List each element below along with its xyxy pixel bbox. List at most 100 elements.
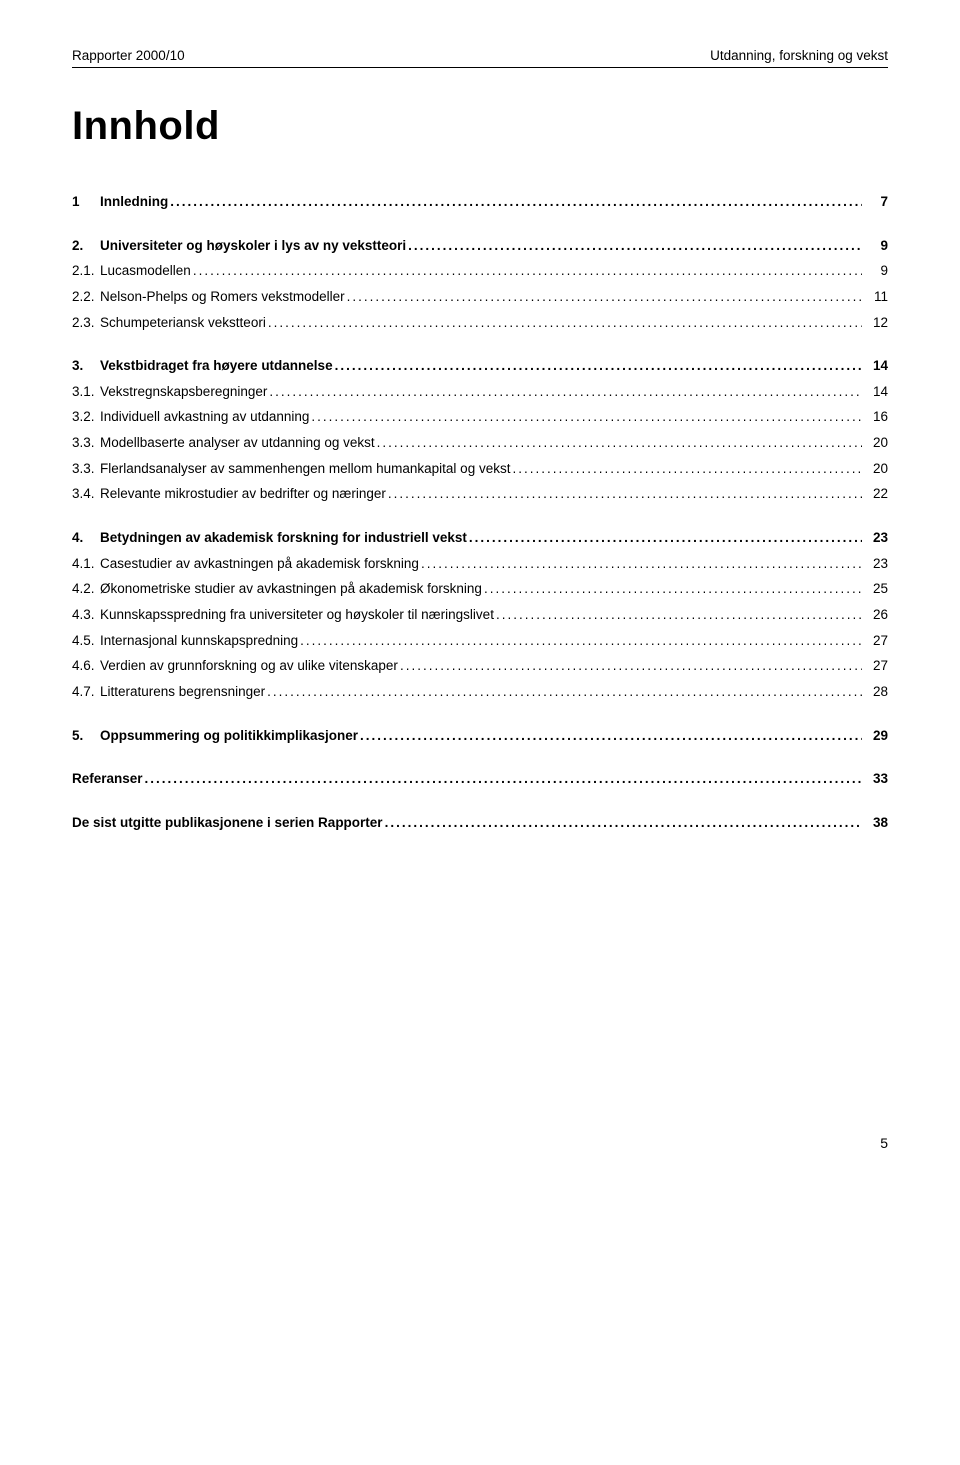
toc-entry-number: 3.3.: [72, 430, 100, 456]
toc-entry: 2.2.Nelson-Phelps og Romers vekstmodelle…: [72, 284, 888, 310]
toc-leader-dots: [377, 430, 862, 456]
toc-leader-dots: [267, 679, 862, 705]
toc-entry-label: Økonometriske studier av avkastningen på…: [100, 576, 482, 602]
toc-entry-page: 16: [864, 404, 888, 430]
toc-leader-dots: [300, 628, 862, 654]
toc-leader-dots: [268, 310, 862, 336]
toc-entry: 5.Oppsummering og politikkimplikasjoner2…: [72, 723, 888, 749]
toc-entry: 4.3.Kunnskapsspredning fra universiteter…: [72, 602, 888, 628]
toc-entry-label: Referanser: [72, 766, 143, 792]
toc-entry: 4.6.Verdien av grunnforskning og av ulik…: [72, 653, 888, 679]
toc-leader-dots: [145, 766, 862, 792]
toc-entry-label: Modellbaserte analyser av utdanning og v…: [100, 430, 375, 456]
page-title: Innhold: [72, 104, 888, 149]
toc-entry-label: Internasjonal kunnskapspredning: [100, 628, 298, 654]
toc-entry-number: 5.: [72, 723, 100, 749]
toc-leader-dots: [421, 551, 862, 577]
toc-leader-dots: [388, 481, 862, 507]
table-of-contents: 1Innledning 7 2.Universiteter og høyskoler…: [72, 189, 888, 835]
toc-entry-page: 27: [864, 628, 888, 654]
page-header: Rapporter 2000/10 Utdanning, forskning o…: [72, 48, 888, 63]
toc-leader-dots: [311, 404, 862, 430]
toc-leader-dots: [469, 525, 862, 551]
toc-entry-page: 14: [864, 379, 888, 405]
toc-entry-label: Casestudier av avkastningen på akademisk…: [100, 551, 419, 577]
toc-entry: 2.1.Lucasmodellen9: [72, 258, 888, 284]
toc-entry-page: 25: [864, 576, 888, 602]
toc-entry-label: Vekstregnskapsberegninger: [100, 379, 267, 405]
toc-entry-number: 4.7.: [72, 679, 100, 705]
toc-entry: 3.3.Flerlandsanalyser av sammenhengen me…: [72, 456, 888, 482]
toc-leader-dots: [335, 353, 862, 379]
toc-entry-page: 11: [864, 284, 888, 310]
toc-leader-dots: [400, 653, 862, 679]
toc-entry-page: 28: [864, 679, 888, 705]
toc-entry: Referanser33: [72, 766, 888, 792]
toc-entry-label: De sist utgitte publikasjonene i serien …: [72, 810, 383, 836]
toc-entry-label: Flerlandsanalyser av sammenhengen mellom…: [100, 456, 510, 482]
toc-entry-label: Betydningen av akademisk forskning for i…: [100, 525, 467, 551]
toc-entry-label: Litteraturens begrensninger: [100, 679, 265, 705]
toc-entry-label: Verdien av grunnforskning og av ulike vi…: [100, 653, 398, 679]
toc-leader-dots: [484, 576, 862, 602]
toc-entry-page: 14: [864, 353, 888, 379]
toc-entry: 2.3.Schumpeteriansk vekstteori 12: [72, 310, 888, 336]
toc-entry-number: 4.3.: [72, 602, 100, 628]
toc-entry-page: 20: [864, 456, 888, 482]
toc-entry: 4.Betydningen av akademisk forskning for…: [72, 525, 888, 551]
toc-entry-label: Individuell avkastning av utdanning: [100, 404, 309, 430]
toc-entry: 4.5.Internasjonal kunnskapspredning 27: [72, 628, 888, 654]
toc-entry-page: 9: [864, 233, 888, 259]
toc-entry-number: 2.3.: [72, 310, 100, 336]
toc-entry-number: 3.2.: [72, 404, 100, 430]
toc-leader-dots: [269, 379, 862, 405]
toc-entry: 3.1.Vekstregnskapsberegninger 14: [72, 379, 888, 405]
toc-entry-number: 4.: [72, 525, 100, 551]
toc-leader-dots: [347, 284, 862, 310]
toc-entry: 2.Universiteter og høyskoler i lys av ny…: [72, 233, 888, 259]
toc-leader-dots: [408, 233, 862, 259]
toc-entry-label: Nelson-Phelps og Romers vekstmodeller: [100, 284, 345, 310]
toc-leader-dots: [170, 189, 862, 215]
toc-leader-dots: [193, 258, 862, 284]
toc-entry: 4.7.Litteraturens begrensninger 28: [72, 679, 888, 705]
toc-entry: 1Innledning 7: [72, 189, 888, 215]
toc-entry-page: 26: [864, 602, 888, 628]
toc-entry-page: 38: [864, 810, 888, 836]
toc-entry: 3.Vekstbidraget fra høyere utdannelse 14: [72, 353, 888, 379]
toc-entry-number: 4.1.: [72, 551, 100, 577]
toc-leader-dots: [512, 456, 862, 482]
toc-entry-number: 3.: [72, 353, 100, 379]
toc-entry: 3.4.Relevante mikrostudier av bedrifter …: [72, 481, 888, 507]
toc-entry-label: Vekstbidraget fra høyere utdannelse: [100, 353, 333, 379]
toc-entry-number: 4.2.: [72, 576, 100, 602]
header-left: Rapporter 2000/10: [72, 48, 185, 63]
toc-leader-dots: [385, 810, 862, 836]
toc-entry-label: Relevante mikrostudier av bedrifter og n…: [100, 481, 386, 507]
toc-entry-number: 4.6.: [72, 653, 100, 679]
toc-entry: 3.3.Modellbaserte analyser av utdanning …: [72, 430, 888, 456]
toc-entry-label: Innledning: [100, 189, 168, 215]
toc-entry-number: 3.4.: [72, 481, 100, 507]
toc-entry-number: 2.2.: [72, 284, 100, 310]
toc-entry-page: 7: [864, 189, 888, 215]
toc-entry-number: 3.1.: [72, 379, 100, 405]
toc-entry-number: 1: [72, 189, 100, 215]
toc-entry-label: Lucasmodellen: [100, 258, 191, 284]
toc-leader-dots: [496, 602, 862, 628]
header-right: Utdanning, forskning og vekst: [710, 48, 888, 63]
toc-entry-page: 29: [864, 723, 888, 749]
toc-entry-page: 23: [864, 525, 888, 551]
toc-entry: 4.2.Økonometriske studier av avkastninge…: [72, 576, 888, 602]
toc-entry-label: Universiteter og høyskoler i lys av ny v…: [100, 233, 406, 259]
toc-entry: De sist utgitte publikasjonene i serien …: [72, 810, 888, 836]
toc-entry-label: Schumpeteriansk vekstteori: [100, 310, 266, 336]
toc-leader-dots: [360, 723, 862, 749]
header-divider: [72, 67, 888, 68]
toc-entry-page: 27: [864, 653, 888, 679]
toc-entry-page: 22: [864, 481, 888, 507]
toc-entry-number: 4.5.: [72, 628, 100, 654]
toc-entry-page: 12: [864, 310, 888, 336]
toc-entry-label: Kunnskapsspredning fra universiteter og …: [100, 602, 494, 628]
toc-entry-number: 2.1.: [72, 258, 100, 284]
